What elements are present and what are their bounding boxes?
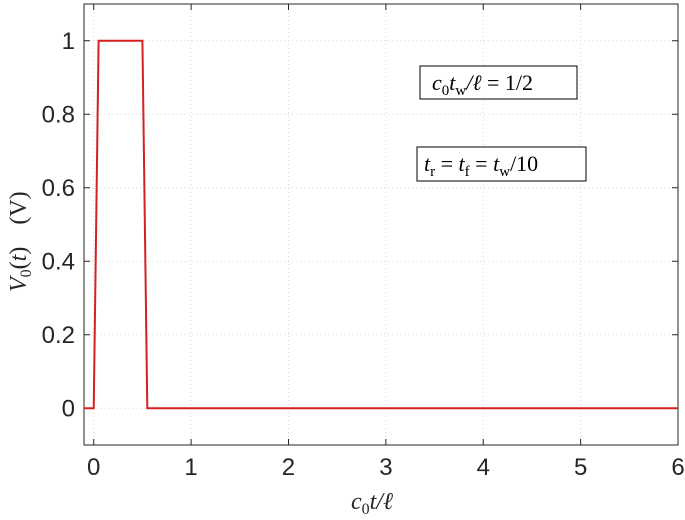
y-tick-label: 1 (62, 28, 75, 55)
series (84, 39, 678, 410)
x-tick-label: 4 (477, 454, 490, 481)
x-tick-label: 3 (379, 454, 392, 481)
y-tick-label: 0.2 (42, 322, 75, 349)
annotation-pulse-width: c0tw/ℓ = 1/2 (419, 65, 578, 100)
y-axis-label: V0(t)(V) (6, 191, 35, 292)
x-tick-label: 0 (87, 454, 100, 481)
annotation-rise-fall-time: tr = tf = tw/10 (416, 146, 587, 182)
x-axis-label: c0t/ℓ (351, 489, 393, 518)
svg-text:tr = tf = tw/10: tr = tf = tw/10 (424, 151, 538, 180)
y-tick-label: 0.8 (42, 101, 75, 128)
x-tick-label: 5 (574, 454, 587, 481)
y-tick-label: 0 (62, 395, 75, 422)
y-tick-label: 0.4 (42, 248, 75, 275)
svg-text:c0tw/ℓ = 1/2: c0tw/ℓ = 1/2 (432, 70, 533, 99)
y-tick-label: 0.6 (42, 175, 75, 202)
grid (84, 4, 679, 445)
x-tick-label: 2 (282, 454, 295, 481)
x-tick-label: 6 (671, 454, 684, 481)
x-tick-label: 1 (184, 454, 197, 481)
series-line (84, 39, 678, 410)
tick-labels: 0 1 2 3 4 5 6 0 0.2 0.4 0.6 0.8 1 (42, 28, 685, 481)
ticks (84, 4, 679, 445)
axes-box (83, 3, 679, 446)
